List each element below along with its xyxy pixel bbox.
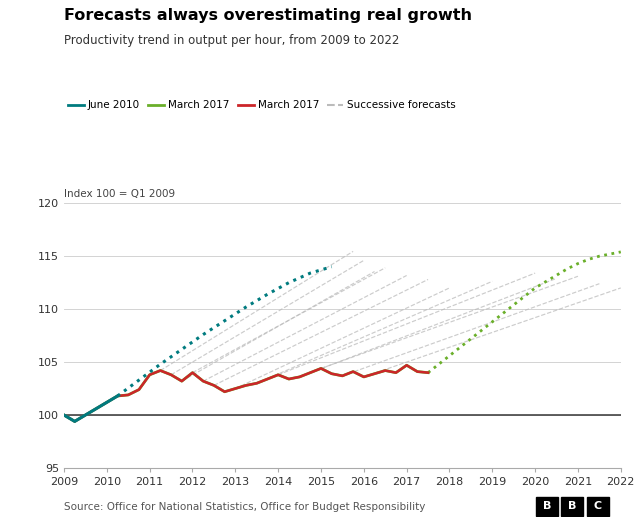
FancyBboxPatch shape: [536, 497, 558, 516]
Legend: June 2010, March 2017, March 2017, Successive forecasts: June 2010, March 2017, March 2017, Succe…: [64, 96, 460, 114]
FancyBboxPatch shape: [561, 497, 583, 516]
Text: Forecasts always overestimating real growth: Forecasts always overestimating real gro…: [64, 8, 472, 23]
Text: Index 100 = Q1 2009: Index 100 = Q1 2009: [64, 189, 175, 199]
Text: B: B: [568, 501, 577, 512]
Text: Productivity trend in output per hour, from 2009 to 2022: Productivity trend in output per hour, f…: [64, 34, 399, 47]
FancyBboxPatch shape: [587, 497, 609, 516]
Text: C: C: [594, 501, 602, 512]
Text: B: B: [543, 501, 551, 512]
Text: Source: Office for National Statistics, Office for Budget Responsibility: Source: Office for National Statistics, …: [64, 502, 426, 512]
